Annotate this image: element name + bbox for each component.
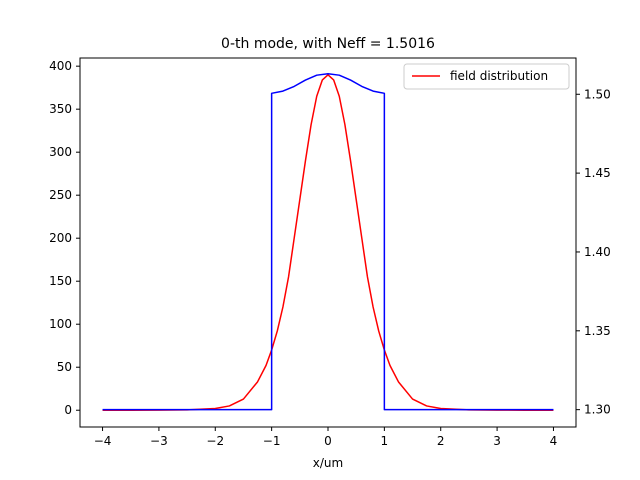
y-tick-label: 50: [57, 360, 72, 374]
y-tick-label: 300: [49, 145, 72, 159]
x-tick-label: −3: [150, 434, 168, 448]
x-tick-label: −1: [263, 434, 281, 448]
x-tick-label: 1: [381, 434, 389, 448]
y-tick-label: 200: [49, 231, 72, 245]
y-axis-left: 0 50 100 150 200 250 300 350 400: [49, 59, 80, 417]
y2-tick-label: 1.45: [584, 166, 611, 180]
chart-title: 0-th mode, with Neff = 1.5016: [221, 36, 435, 52]
y2-tick-label: 1.35: [584, 324, 611, 338]
x-tick-label: −4: [94, 434, 112, 448]
y2-tick-label: 1.30: [584, 403, 611, 417]
x-tick-label: −2: [206, 434, 224, 448]
legend-label-field-distribution: field distribution: [450, 69, 548, 83]
y-tick-label: 0: [64, 403, 72, 417]
x-tick-label: 3: [493, 434, 501, 448]
y2-tick-label: 1.50: [584, 87, 611, 101]
legend-box: [403, 63, 570, 90]
x-axis: −4 −3 −2 −1 0 1 2 3 4: [94, 427, 558, 448]
x-tick-label: 0: [324, 434, 332, 448]
series-line-field-distribution: [102, 74, 554, 411]
y-tick-label: 150: [49, 274, 72, 288]
x-axis-label: x/um: [313, 456, 343, 470]
y-tick-label: 250: [49, 188, 72, 202]
legend: field distribution: [403, 63, 570, 90]
x-tick-label: 2: [437, 434, 445, 448]
series-line-series-1: [102, 73, 554, 411]
y-tick-label: 100: [49, 317, 72, 331]
x-tick-label: 4: [550, 434, 558, 448]
plot-area: [102, 73, 554, 411]
y-axis-right: 1.30 1.35 1.40 1.45 1.50: [576, 87, 611, 417]
y2-tick-label: 1.40: [584, 245, 611, 259]
y-tick-label: 350: [49, 102, 72, 116]
y-tick-label: 400: [49, 59, 72, 73]
